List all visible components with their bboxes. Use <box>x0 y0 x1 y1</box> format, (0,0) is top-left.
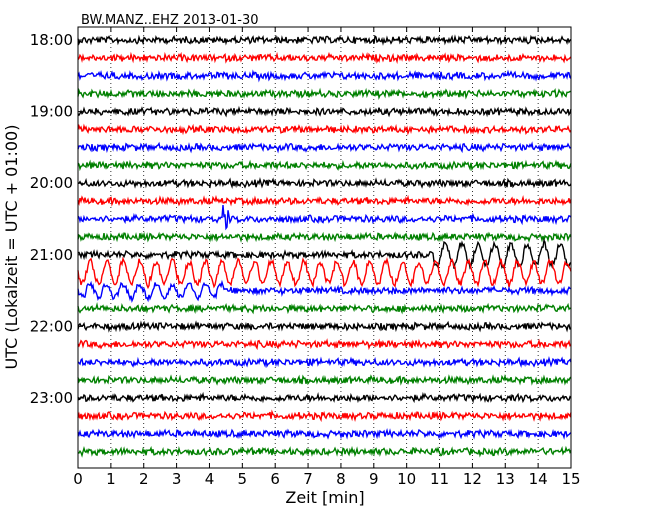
plot-frame <box>77 26 572 469</box>
y-tick-label: 21:00 <box>30 246 73 264</box>
y-tick-label: 22:00 <box>30 317 73 335</box>
y-tick-label: 20:00 <box>30 174 73 192</box>
x-tick-label: 8 <box>336 470 346 488</box>
trace-2230 <box>77 355 572 368</box>
y-axis-ticks: 18:00 19:00 20:00 21:00 22:00 23:00 <box>30 31 83 407</box>
trace-2100 <box>77 238 572 270</box>
trace-2330 <box>77 427 572 440</box>
x-tick-label: 6 <box>270 470 280 488</box>
x-tick-label: 2 <box>139 470 149 488</box>
x-tick-label: 12 <box>463 470 482 488</box>
x-tick-label: 15 <box>561 470 580 488</box>
grid-lines <box>110 27 539 468</box>
trace-2030 <box>77 204 572 231</box>
x-axis-ticks: 0 1 2 3 4 5 6 7 8 9 10 11 12 13 14 15 <box>73 27 581 488</box>
trace-1945 <box>77 159 572 172</box>
x-tick-label: 13 <box>496 470 515 488</box>
trace-2215 <box>77 338 572 351</box>
x-tick-label: 10 <box>397 470 416 488</box>
x-tick-label: 4 <box>205 470 215 488</box>
x-tick-label: 3 <box>172 470 182 488</box>
x-tick-label: 11 <box>430 470 449 488</box>
chart-title: BW.MANZ..EHZ 2013-01-30 <box>81 13 259 28</box>
trace-1815 <box>77 51 572 65</box>
trace-1930 <box>77 141 572 154</box>
y-tick-label: 18:00 <box>30 31 73 49</box>
y-axis-label: UTC (Lokalzeit = UTC + 01:00) <box>2 125 21 370</box>
trace-2200 <box>77 320 572 333</box>
x-tick-label: 9 <box>369 470 379 488</box>
trace-2345 <box>77 445 572 458</box>
x-tick-label: 0 <box>73 470 83 488</box>
trace-2015 <box>77 194 572 207</box>
trace-2300 <box>77 391 572 404</box>
trace-2115 <box>77 256 572 290</box>
trace-1900 <box>77 105 572 118</box>
trace-1845 <box>77 87 572 100</box>
trace-1830 <box>77 69 572 83</box>
trace-lines <box>77 34 572 458</box>
y-tick-label: 19:00 <box>30 103 73 121</box>
x-tick-label: 7 <box>303 470 313 488</box>
x-tick-label: 5 <box>238 470 248 488</box>
trace-2245 <box>77 373 572 386</box>
x-tick-label: 14 <box>529 470 548 488</box>
trace-2130 <box>77 279 572 303</box>
trace-1915 <box>77 123 572 136</box>
trace-1800 <box>77 34 572 46</box>
trace-2045 <box>77 231 572 243</box>
trace-2145 <box>77 302 572 315</box>
x-tick-label: 1 <box>106 470 116 488</box>
trace-2315 <box>77 409 572 423</box>
y-tick-label: 23:00 <box>30 389 73 407</box>
trace-2000 <box>77 176 572 189</box>
x-axis-label: Zeit [min] <box>285 488 364 507</box>
